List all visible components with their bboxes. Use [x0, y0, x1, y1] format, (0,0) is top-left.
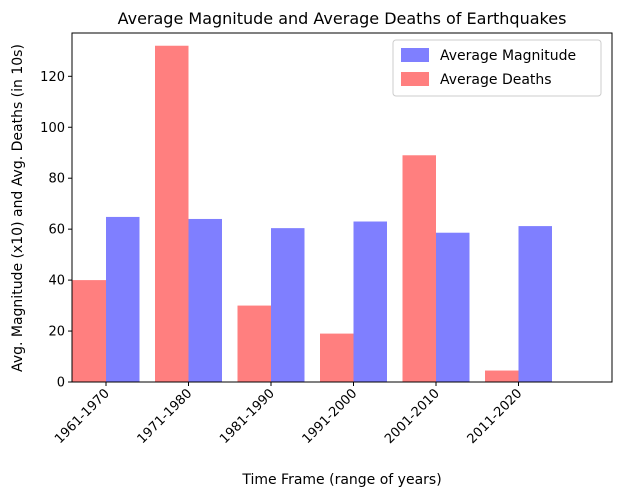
plot-frame [71, 32, 613, 383]
y-tick-label: 80 [48, 172, 65, 187]
legend-swatch-average-deaths [401, 72, 429, 86]
bar-average-magnitude-1991-2000 [353, 221, 387, 382]
bar-average-deaths-1981-1990 [237, 305, 271, 382]
x-tick-label: 1981-1990 [217, 386, 278, 447]
bar-average-magnitude-2011-2020 [518, 226, 552, 382]
bar-average-deaths-1971-1980 [155, 45, 189, 383]
y-tick-label: 60 [48, 223, 65, 238]
y-tick-label: 120 [40, 70, 65, 85]
x-tick-label: 1971-1980 [135, 386, 196, 447]
y-tick-label: 100 [40, 121, 65, 136]
y-tick-label: 20 [48, 325, 65, 340]
bar-average-magnitude-1961-1970 [106, 216, 140, 382]
bar-average-deaths-2011-2020 [485, 370, 519, 382]
x-tick-label: 2011-2020 [465, 386, 526, 447]
bar-average-deaths-2001-2010 [402, 155, 436, 382]
bar-average-magnitude-2001-2010 [436, 232, 470, 382]
chart-title: Average Magnitude and Average Deaths of … [118, 9, 567, 28]
x-axis: 1961-1970 1971-1980 1981-1990 1991-2000 2001… [52, 382, 525, 447]
legend: Average Magnitude Average Deaths [392, 39, 602, 97]
legend-label-average-deaths: Average Deaths [440, 72, 552, 88]
x-tick-label: 1961-1970 [52, 386, 113, 447]
y-axis: 0 20 40 60 80 100 120 [40, 70, 72, 391]
legend-swatch-average-magnitude [401, 48, 429, 62]
bar-average-deaths-1961-1970 [72, 280, 106, 382]
y-tick-label: 40 [48, 274, 65, 289]
y-tick-label: 0 [57, 376, 65, 391]
x-axis-label: Time Frame (range of years) [241, 472, 441, 488]
bar-average-deaths-1991-2000 [320, 333, 354, 382]
x-tick-label: 2001-2010 [382, 386, 443, 447]
plot-area [72, 45, 552, 383]
x-tick-label: 1991-2000 [300, 386, 361, 447]
bar-average-magnitude-1971-1980 [188, 218, 222, 382]
bar-average-magnitude-1981-1990 [271, 228, 305, 382]
legend-box [392, 39, 602, 97]
y-axis-label: Avg. Magnitude (x10) and Avg. Deaths (in… [10, 44, 26, 372]
legend-label-average-magnitude: Average Magnitude [440, 48, 576, 64]
